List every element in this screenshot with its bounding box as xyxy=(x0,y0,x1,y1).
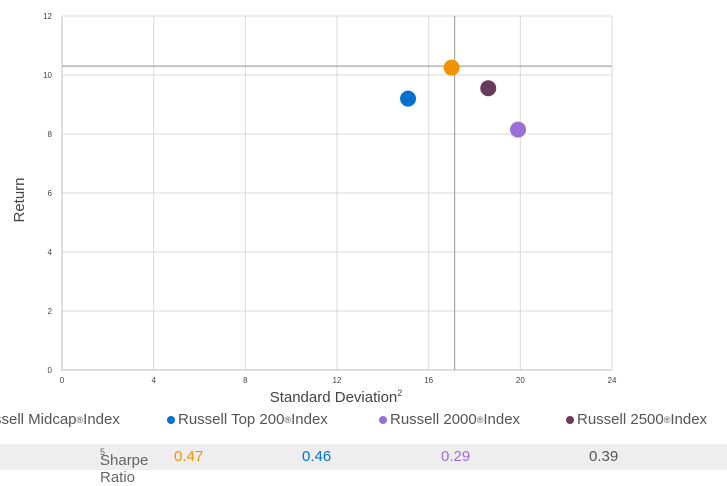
legend-item-russell-top-200: Russell Top 200 ® Index xyxy=(167,411,328,428)
sharpe-label-colon: : xyxy=(100,452,105,469)
x-tick-label: 20 xyxy=(516,376,525,385)
legend-dot-icon xyxy=(167,415,175,424)
legend-suffix: Index xyxy=(483,411,521,428)
sharpe-value-russell-2000: 0.29 xyxy=(441,448,471,465)
x-tick-label: 12 xyxy=(333,376,342,385)
legend-label: Russell Top 200 xyxy=(178,411,285,428)
y-tick-label: 4 xyxy=(48,248,53,257)
x-tick-label: 4 xyxy=(151,376,156,385)
data-point xyxy=(400,90,417,107)
sharpe-ratio-bar: Sharpe Ratio 5: 0.47 0.46 0.29 0.39 xyxy=(0,444,727,486)
sharpe-label-text: Sharpe Ratio xyxy=(100,452,149,486)
x-axis-ticks: 0 4 8 12 16 20 24 xyxy=(60,376,617,385)
chart-legend: ssell Midcap ® Index Russell Top 200 ® Ind… xyxy=(0,411,727,435)
legend-label: Russell 2500 xyxy=(577,411,664,428)
legend-label: Russell 2000 xyxy=(390,411,477,428)
y-tick-label: 2 xyxy=(48,307,53,316)
legend-suffix: Index xyxy=(83,411,120,428)
y-tick-label: 8 xyxy=(48,130,53,139)
grid-lines xyxy=(61,15,613,371)
y-tick-label: 6 xyxy=(48,189,53,198)
sharpe-value-russell-2500: 0.39 xyxy=(589,448,619,465)
legend-suffix: Index xyxy=(670,411,708,428)
legend-label: ssell Midcap xyxy=(0,411,77,428)
legend-item-russell-2000: Russell 2000 ® Index xyxy=(379,411,520,428)
legend-suffix: Index xyxy=(291,411,328,428)
x-tick-label: 24 xyxy=(608,376,617,385)
data-point xyxy=(510,121,527,138)
legend-item-russell-midcap: ssell Midcap ® Index xyxy=(0,411,120,428)
legend-item-russell-2500: Russell 2500 ® Index xyxy=(566,411,707,428)
data-points xyxy=(400,59,527,138)
x-axis-label-superscript: 2 xyxy=(397,388,402,398)
legend-dot-icon xyxy=(379,415,387,424)
x-axis-label: Standard Deviation2 xyxy=(270,388,403,406)
y-tick-label: 10 xyxy=(43,71,52,80)
data-point xyxy=(480,80,497,97)
sharpe-value-russell-top-200: 0.46 xyxy=(302,448,332,465)
x-tick-label: 8 xyxy=(243,376,248,385)
sharpe-value-russell-midcap: 0.47 xyxy=(174,448,204,465)
legend-dot-icon xyxy=(566,415,574,424)
y-tick-label: 0 xyxy=(48,366,53,375)
y-axis-ticks: 0 2 4 6 8 10 12 xyxy=(43,12,52,375)
y-axis-label: Return xyxy=(11,177,28,222)
x-tick-label: 16 xyxy=(424,376,433,385)
x-tick-label: 0 xyxy=(60,376,65,385)
y-tick-label: 12 xyxy=(43,12,52,21)
x-axis-label-text: Standard Deviation xyxy=(270,389,398,406)
data-point xyxy=(443,59,460,76)
